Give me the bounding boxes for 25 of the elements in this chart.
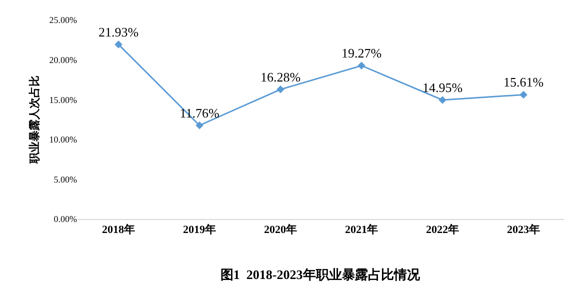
data-label: 16.28% <box>260 69 301 84</box>
data-label: 15.61% <box>503 74 544 90</box>
data-label: 19.27% <box>341 46 382 61</box>
y-tick-label: 25.00% <box>49 15 78 26</box>
x-tick-label: 2023年 <box>507 223 540 236</box>
data-label: 14.95% <box>422 80 463 95</box>
x-tick-label: 2022年 <box>426 223 459 236</box>
x-tick-label: 2021年 <box>345 223 378 236</box>
point <box>358 62 366 70</box>
y-tick-label: 20.00% <box>49 54 78 65</box>
x-tick-label: 2018年 <box>102 223 135 236</box>
x-tick-label: 2020年 <box>264 223 297 236</box>
text: 图1 2018-2023年职业暴露占比情况 <box>220 267 421 282</box>
x-tick-label: 2019年 <box>183 223 216 236</box>
y-tick-label: 0.00% <box>54 214 78 224</box>
point <box>114 40 122 48</box>
y-axis-title: 职业暴露人次占比 <box>28 76 41 164</box>
data-label: 21.93% <box>98 24 139 40</box>
point <box>438 96 446 104</box>
point <box>520 90 528 99</box>
y-tick-label: 10.00% <box>49 134 78 145</box>
point <box>276 86 284 94</box>
y-tick-label: 15.00% <box>49 94 78 105</box>
point <box>196 121 204 130</box>
y-tick-label: 5.00% <box>54 174 78 184</box>
